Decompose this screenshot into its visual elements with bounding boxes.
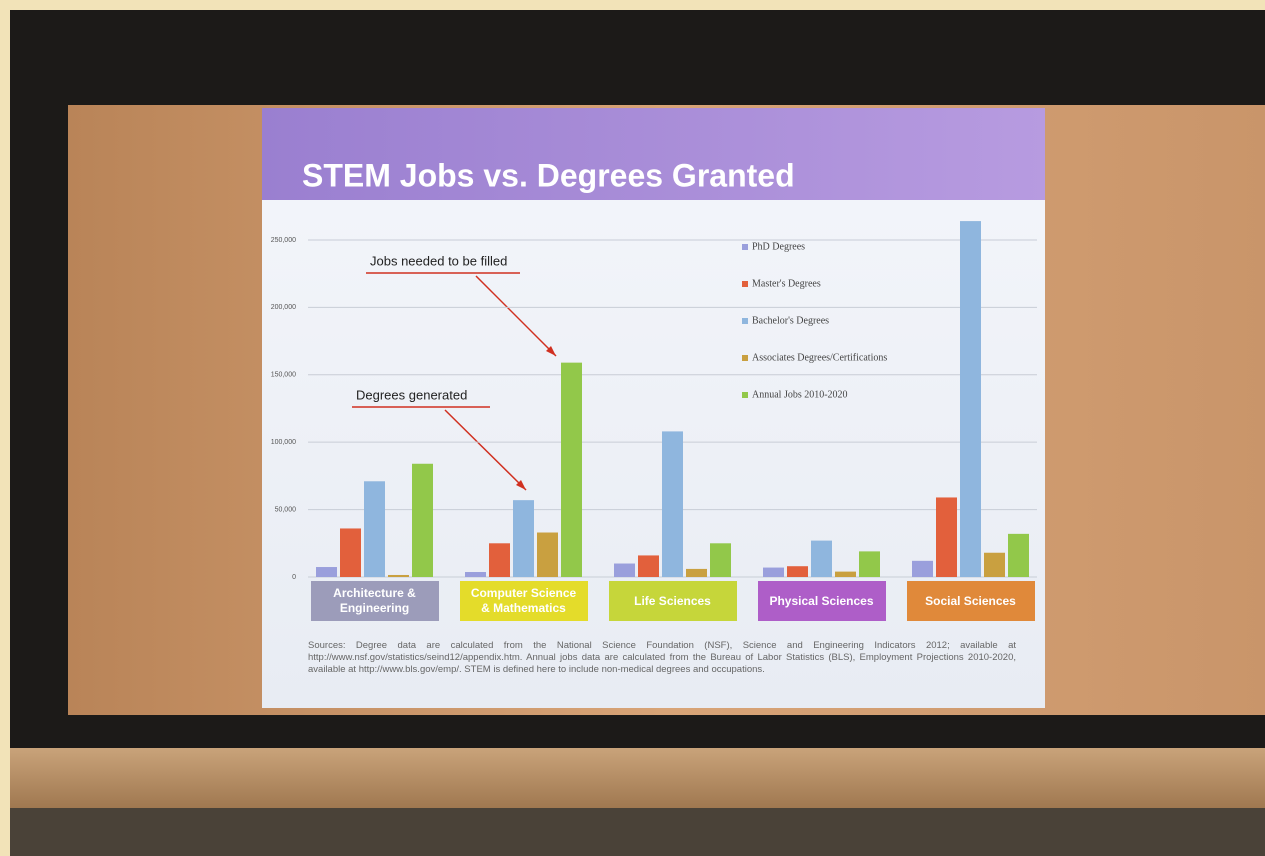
bar xyxy=(513,500,534,577)
legend-label: Bachelor's Degrees xyxy=(752,315,829,326)
page: {"chart_data": {"type": "bar", "title": … xyxy=(0,0,1265,856)
y-tick-label: 100,000 xyxy=(271,439,296,446)
x-tick-label: Architecture & Engineering xyxy=(311,581,439,621)
y-tick-label: 0 xyxy=(292,574,296,581)
legend-swatch xyxy=(742,392,748,398)
y-tick-label: 250,000 xyxy=(271,237,296,244)
legend-label: PhD Degrees xyxy=(752,241,805,252)
x-tick-label: Computer Science & Mathematics xyxy=(460,581,588,621)
bar xyxy=(561,363,582,577)
bar xyxy=(465,572,486,577)
bar xyxy=(340,528,361,577)
bar xyxy=(537,533,558,577)
legend-swatch xyxy=(742,244,748,250)
x-tick-label: Life Sciences xyxy=(609,581,737,621)
annotation: Degrees generated xyxy=(356,387,467,402)
legend-swatch xyxy=(742,355,748,361)
bar xyxy=(835,572,856,577)
legend-swatch xyxy=(742,318,748,324)
bar xyxy=(412,464,433,577)
x-tick-box: Architecture & Engineering xyxy=(311,581,439,621)
bar xyxy=(710,543,731,577)
bar xyxy=(960,221,981,577)
legend-label: Associates Degrees/Certifications xyxy=(752,352,887,363)
bar xyxy=(364,481,385,577)
bar xyxy=(388,575,409,577)
bar xyxy=(984,553,1005,577)
x-tick-label: Social Sciences xyxy=(907,581,1035,621)
y-tick-label: 50,000 xyxy=(275,506,297,513)
legend-label: Annual Jobs 2010-2020 xyxy=(752,389,848,400)
bar xyxy=(936,497,957,577)
bar xyxy=(912,561,933,577)
bar xyxy=(686,569,707,577)
x-tick-label: Physical Sciences xyxy=(758,581,886,621)
legend-label: Master's Degrees xyxy=(752,278,821,289)
bar xyxy=(489,543,510,577)
y-tick-label: 200,000 xyxy=(271,304,296,311)
bar xyxy=(859,551,880,577)
bar xyxy=(638,555,659,577)
bar xyxy=(811,541,832,577)
chart: STEM Jobs vs. Degrees Granted Jobs neede… xyxy=(0,0,1265,856)
x-tick-box: Social Sciences xyxy=(907,581,1035,621)
bar xyxy=(763,568,784,577)
source-note: Sources: Degree data are calculated from… xyxy=(308,640,1016,676)
x-tick-box: Physical Sciences xyxy=(758,581,886,621)
x-tick-box: Computer Science & Mathematics xyxy=(460,581,588,621)
chart-title: STEM Jobs vs. Degrees Granted xyxy=(302,157,795,193)
source-box: Sources: Degree data are calculated from… xyxy=(308,640,1016,702)
annotation: Jobs needed to be filled xyxy=(370,253,507,268)
bar xyxy=(787,566,808,577)
x-tick-box: Life Sciences xyxy=(609,581,737,621)
bar xyxy=(614,564,635,577)
y-tick-label: 150,000 xyxy=(271,372,296,379)
bar xyxy=(1008,534,1029,577)
bar xyxy=(316,567,337,577)
legend-swatch xyxy=(742,281,748,287)
bar xyxy=(662,431,683,577)
